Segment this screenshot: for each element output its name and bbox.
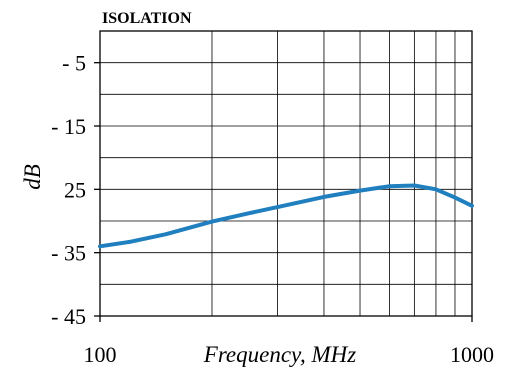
y-tick-label: - 5 xyxy=(62,51,86,76)
y-tick-label: - 45 xyxy=(51,304,86,329)
x-tick-label: 1000 xyxy=(450,342,494,367)
x-axis-label: Frequency, MHz xyxy=(203,342,356,367)
series-group xyxy=(98,183,474,249)
plot-frame xyxy=(99,30,473,317)
x-tick-labels: 100 1000 xyxy=(84,316,494,367)
series-line xyxy=(98,183,474,249)
grid xyxy=(100,31,472,316)
chart-title: ISOLATION xyxy=(102,10,192,27)
x-tick-label: 100 xyxy=(84,342,117,367)
y-tick-labels: - 5 - 15 25 - 35 - 45 xyxy=(51,51,100,329)
y-tick-label: 25 xyxy=(64,177,86,202)
y-tick-label: - 15 xyxy=(51,114,86,139)
y-tick-label: - 35 xyxy=(51,241,86,266)
y-axis-label: dB xyxy=(20,164,45,190)
